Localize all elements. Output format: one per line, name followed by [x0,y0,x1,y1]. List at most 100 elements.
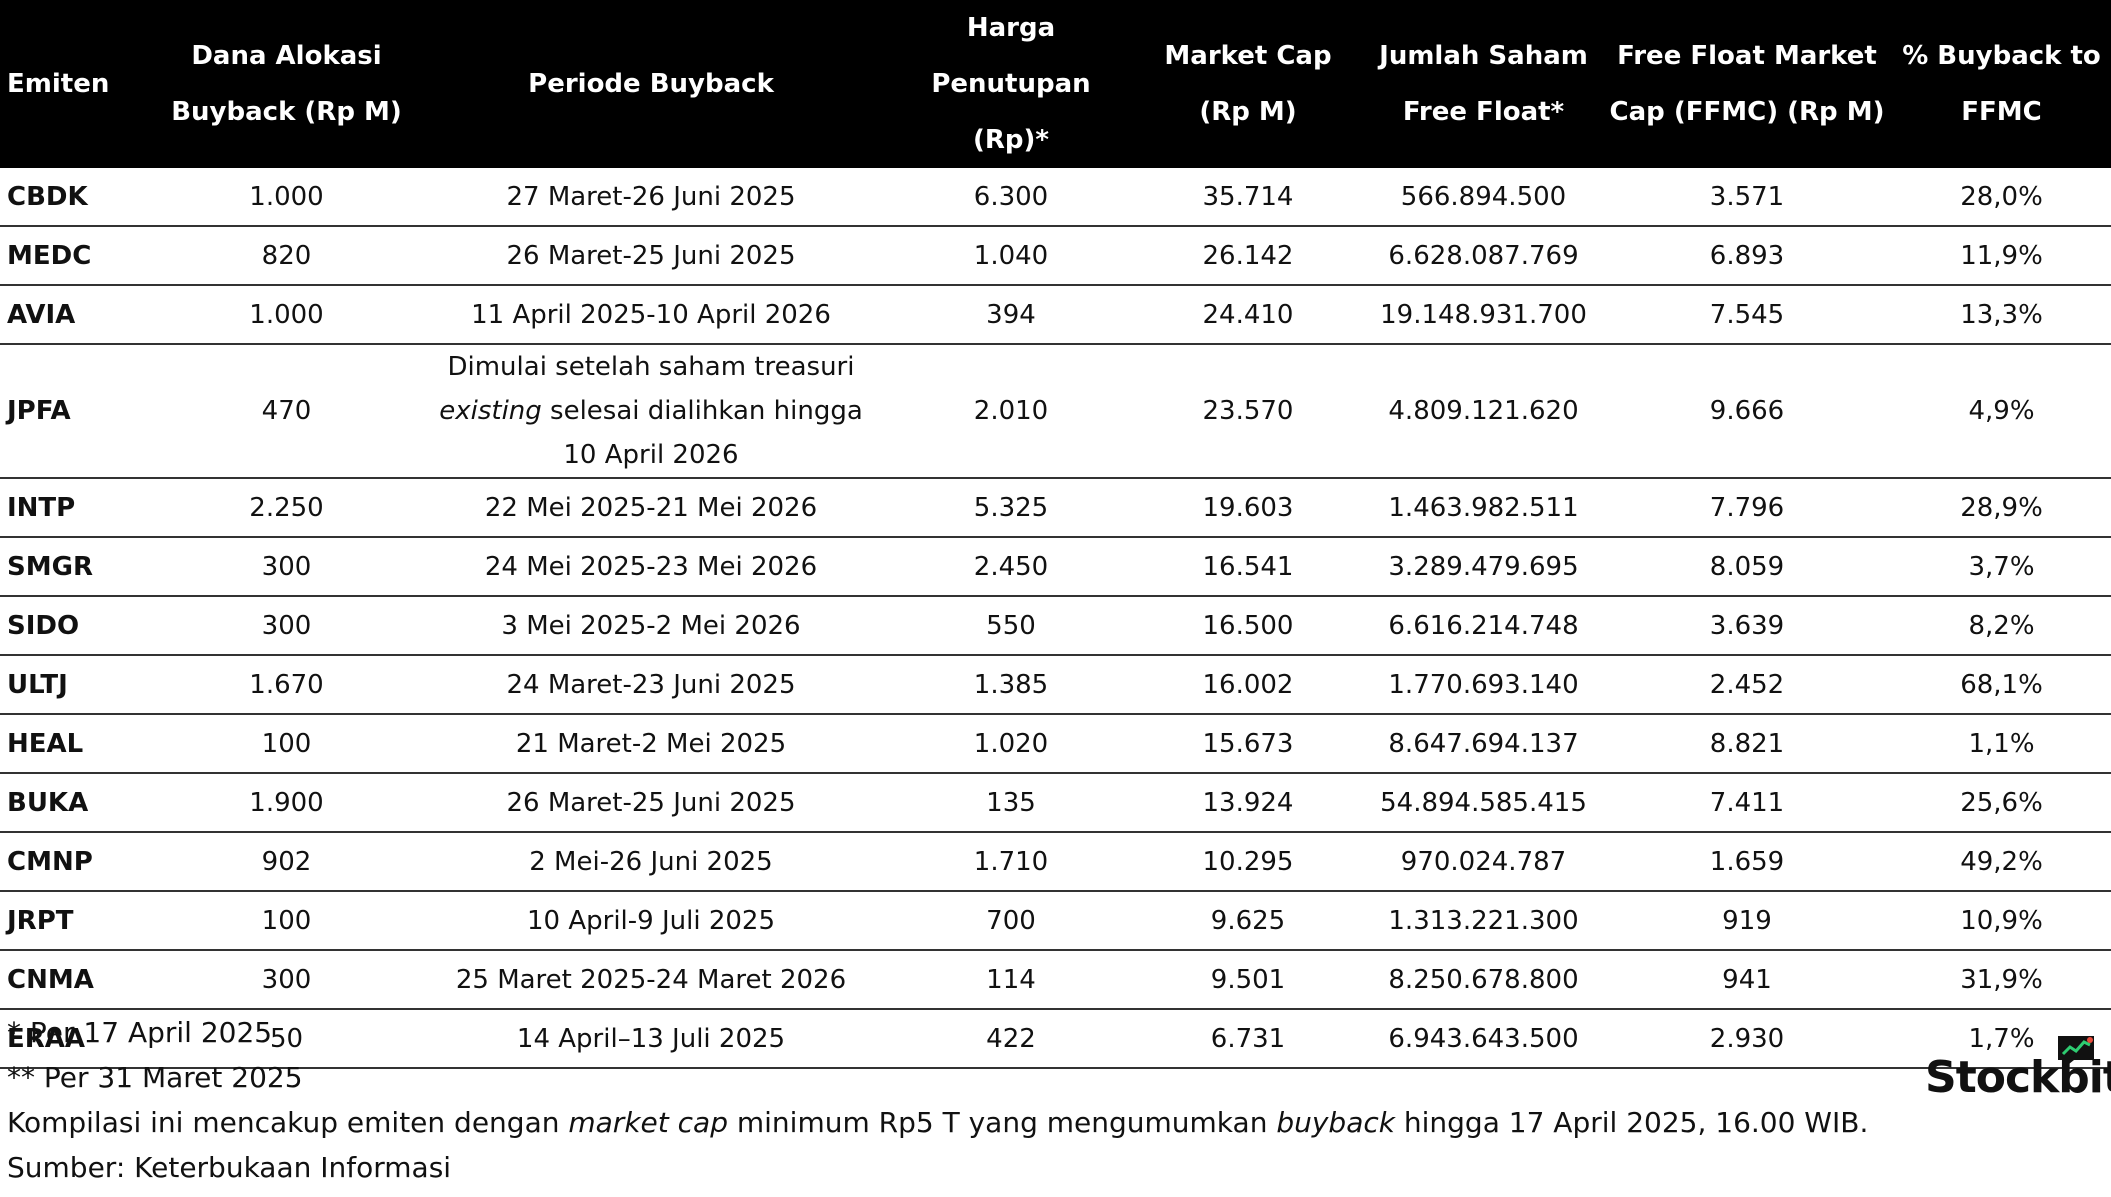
cell: 1.463.982.511 [1365,478,1602,538]
header-cell: Free Float Market Cap (FFMC) (Rp M) [1602,0,1892,168]
text: * Per 17 April 2025 [7,1016,273,1049]
cell: 9.625 [1131,891,1365,951]
footnote: ** Per 31 Maret 2025 [7,1055,1868,1100]
header-line: Buyback (Rp M) [171,97,402,127]
cell: 4,9% [1892,344,2111,479]
cell: 394 [891,285,1131,345]
header-cell: Harga Penutupan (Rp)* [891,0,1131,168]
cell: 8.821 [1602,714,1892,774]
header-cell: Periode Buyback [411,0,891,168]
header-line: Market Cap [1164,41,1332,71]
cell: 68,1% [1892,655,2111,715]
text: Dimulai setelah saham treasuri [447,352,863,382]
cell: SMGR [0,537,162,597]
cell: CBDK [0,168,162,227]
table-row: SMGR 300 24 Mei 2025-23 Mei 2026 2.450 16.54… [0,537,2111,597]
cell: 6.616.214.748 [1365,596,1602,656]
cell: 5.325 [891,478,1131,538]
cell: 6.943.643.500 [1365,1009,1602,1069]
cell: 24 Maret-23 Juni 2025 [411,655,891,715]
cell: 8.250.678.800 [1365,950,1602,1010]
cell: ULTJ [0,655,162,715]
header-line: % Buyback to [1902,41,2101,71]
footnote: Kompilasi ini mencakup emiten dengan mar… [7,1100,1868,1145]
cell: 8.647.694.137 [1365,714,1602,774]
table-row: JRPT 100 10 April-9 Juli 2025 700 9.625 1.313… [0,891,2111,951]
logo: Stockbit [1925,1052,2111,1103]
text: ** Per 31 Maret 2025 [7,1061,303,1094]
cell: 22 Mei 2025-21 Mei 2026 [411,478,891,538]
cell: 21 Maret-2 Mei 2025 [411,714,891,774]
table-body: CBDK 1.000 27 Maret-26 Juni 2025 6.300 35.71… [0,168,2111,1069]
logo-text: Stockbit [1925,1052,2111,1103]
cell: 13,3% [1892,285,2111,345]
header-cell: Market Cap (Rp M) [1131,0,1365,168]
cell: 3.289.479.695 [1365,537,1602,597]
cell: 7.545 [1602,285,1892,345]
cell: 2.930 [1602,1009,1892,1069]
cell: 100 [162,714,411,774]
header-line: Free Float Market [1617,41,1877,71]
cell: 6.628.087.769 [1365,226,1602,286]
cell: 1.000 [162,285,411,345]
cell: 15.673 [1131,714,1365,774]
table-row: MEDC 820 26 Maret-25 Juni 2025 1.040 26.142 6… [0,226,2111,286]
cell: 114 [891,950,1131,1010]
cell: 970.024.787 [1365,832,1602,892]
cell: 49,2% [1892,832,2111,892]
cell: 6.300 [891,168,1131,227]
cell: 19.603 [1131,478,1365,538]
cell: 2.452 [1602,655,1892,715]
cell: SIDO [0,596,162,656]
cell: 1.770.693.140 [1365,655,1602,715]
italic-text: buyback [1276,1106,1395,1139]
cell: 919 [1602,891,1892,951]
cell: 26 Maret-25 Juni 2025 [411,226,891,286]
cell: Dimulai setelah saham treasuri existing … [411,344,891,479]
cell: 1.900 [162,773,411,833]
cell: 135 [891,773,1131,833]
cell: 3.571 [1602,168,1892,227]
cell: 10 April-9 Juli 2025 [411,891,891,951]
table-row: JPFA 470 Dimulai setelah saham treasuri ex… [0,344,2111,479]
cell: 550 [891,596,1131,656]
cell: 3.639 [1602,596,1892,656]
cell: 11,9% [1892,226,2111,286]
cell: 9.666 [1602,344,1892,479]
cell: 23.570 [1131,344,1365,479]
cell: 24.410 [1131,285,1365,345]
cell: 11 April 2025-10 April 2026 [411,285,891,345]
cell: 14 April–13 Juli 2025 [411,1009,891,1069]
header-cell: Jumlah Saham Free Float* [1365,0,1602,168]
cell: 25 Maret 2025-24 Maret 2026 [411,950,891,1010]
cell: 1,1% [1892,714,2111,774]
cell: 941 [1602,950,1892,1010]
cell: 9.501 [1131,950,1365,1010]
cell: JRPT [0,891,162,951]
cell: AVIA [0,285,162,345]
cell: 1.385 [891,655,1131,715]
table-row: ULTJ 1.670 24 Maret-23 Juni 2025 1.385 16.00… [0,655,2111,715]
cell: CMNP [0,832,162,892]
cell: 3,7% [1892,537,2111,597]
table-row: AVIA 1.000 11 April 2025-10 April 2026 394 2… [0,285,2111,345]
text: Sumber: Keterbukaan Informasi [7,1151,452,1184]
cell: 470 [162,344,411,479]
cell: 19.148.931.700 [1365,285,1602,345]
cell: ERAA [0,1009,162,1069]
cell: 6.893 [1602,226,1892,286]
text: Kompilasi ini mencakup emiten dengan [7,1106,569,1139]
cell: 100 [162,891,411,951]
cell: 28,0% [1892,168,2111,227]
header-line: Free Float* [1402,97,1565,127]
table-row: BUKA 1.900 26 Maret-25 Juni 2025 135 13.924 5… [0,773,2111,833]
cell: 2 Mei-26 Juni 2025 [411,832,891,892]
logo-icon [2058,1036,2094,1068]
cell: 3 Mei 2025-2 Mei 2026 [411,596,891,656]
cell: 8,2% [1892,596,2111,656]
header-cell: % Buyback to FFMC [1892,0,2111,168]
cell: 54.894.585.415 [1365,773,1602,833]
header-line: Penutupan (Rp)* [931,69,1091,155]
cell: 566.894.500 [1365,168,1602,227]
cell: 7.796 [1602,478,1892,538]
